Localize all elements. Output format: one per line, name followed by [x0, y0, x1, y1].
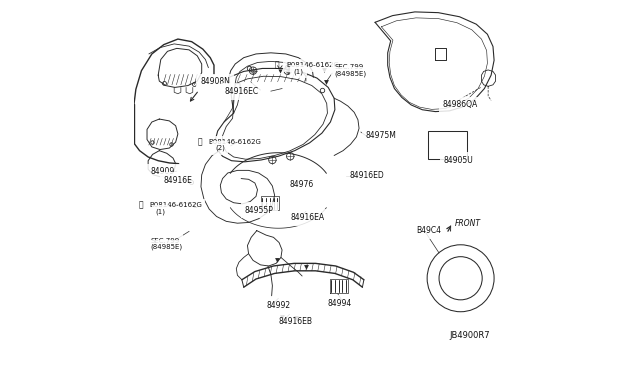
- Text: (2): (2): [215, 145, 225, 151]
- Text: (84985E): (84985E): [334, 70, 366, 77]
- Bar: [428, 131, 467, 159]
- Text: 84994: 84994: [328, 299, 352, 308]
- Text: SEC.799: SEC.799: [151, 238, 180, 244]
- Text: Ⓑ: Ⓑ: [275, 61, 279, 70]
- Text: 84916EB: 84916EB: [278, 317, 312, 326]
- Text: (1): (1): [156, 208, 166, 215]
- Text: 84905U: 84905U: [444, 156, 473, 165]
- Text: 84976: 84976: [289, 180, 314, 189]
- Text: 84975M: 84975M: [365, 131, 396, 140]
- Text: (84985E): (84985E): [151, 243, 183, 250]
- Text: B08146-6162G: B08146-6162G: [209, 139, 261, 145]
- Text: 84992: 84992: [266, 301, 290, 310]
- Text: 84908N: 84908N: [200, 77, 230, 86]
- Text: SEC.799: SEC.799: [334, 64, 364, 70]
- Text: 84916EC: 84916EC: [225, 87, 259, 96]
- Text: FRONT: FRONT: [454, 219, 481, 228]
- Text: (1): (1): [293, 68, 303, 75]
- Text: 84916ED: 84916ED: [349, 171, 384, 180]
- Text: B49C4: B49C4: [416, 226, 441, 235]
- Text: 84916EA: 84916EA: [291, 213, 324, 222]
- Text: 84916E: 84916E: [164, 176, 193, 185]
- Text: 84986QA: 84986QA: [443, 100, 478, 109]
- Text: B08146-6162G: B08146-6162G: [287, 62, 339, 68]
- Text: Ⓑ: Ⓑ: [198, 138, 202, 147]
- Text: 84909: 84909: [151, 167, 175, 176]
- Text: B08146-6162G: B08146-6162G: [149, 202, 202, 208]
- Text: JB4900R7: JB4900R7: [449, 331, 490, 340]
- Text: 84955P: 84955P: [245, 206, 274, 215]
- Text: Ⓑ: Ⓑ: [138, 201, 143, 210]
